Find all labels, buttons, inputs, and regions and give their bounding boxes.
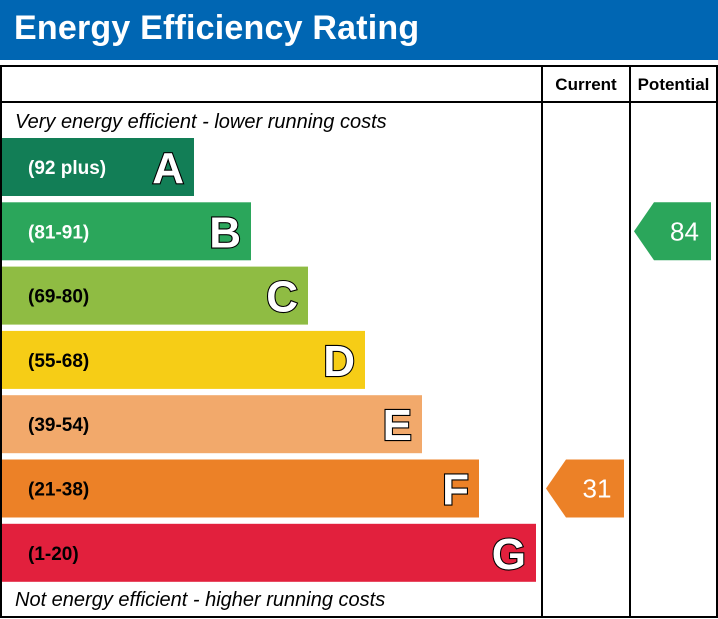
band-c: (69-80) C	[2, 266, 308, 325]
band-bar-b	[2, 202, 251, 261]
band-letter-d: D	[323, 337, 355, 386]
band-range-c: (69-80)	[28, 287, 89, 308]
potential-rating-marker: 84	[634, 202, 711, 261]
band-f: (21-38) F	[2, 459, 479, 518]
band-range-d: (55-68)	[28, 351, 89, 372]
potential-rating-arrow	[634, 202, 711, 261]
column-header-current: Current	[555, 75, 617, 94]
band-range-g: (1-20)	[28, 544, 79, 565]
band-e: (39-54) E	[2, 395, 422, 454]
band-range-b: (81-91)	[28, 222, 89, 243]
potential-rating-value: 84	[670, 216, 699, 246]
current-rating-value: 31	[583, 474, 612, 504]
band-bar-a	[2, 138, 194, 196]
band-bar-e	[2, 395, 422, 454]
chart-title: Energy Efficiency Rating	[14, 9, 420, 47]
band-range-a: (92 plus)	[28, 158, 106, 179]
rating-markers: 31 84	[546, 202, 711, 518]
band-range-e: (39-54)	[28, 415, 89, 436]
band-g: (1-20) G	[2, 523, 536, 582]
band-letter-g: G	[492, 530, 526, 579]
column-header-potential: Potential	[638, 75, 710, 94]
band-letter-f: F	[442, 466, 469, 515]
chart-frame	[0, 65, 718, 618]
band-a: (92 plus) A	[2, 138, 194, 196]
current-rating-arrow	[546, 459, 624, 518]
band-range-f: (21-38)	[28, 480, 89, 501]
band-letter-b: B	[209, 208, 241, 257]
current-rating-marker: 31	[546, 459, 624, 518]
header-bar: Energy Efficiency Rating	[0, 0, 718, 60]
band-bar-f	[2, 459, 479, 518]
rating-bands: (92 plus) A (81-91) B (69-80) C (55-68) D (39-54…	[2, 138, 536, 582]
band-d: (55-68) D	[2, 330, 365, 389]
bottom-note: Not energy efficient - higher running co…	[15, 589, 385, 611]
top-note: Very energy efficient - lower running co…	[15, 111, 387, 133]
band-letter-a: A	[152, 144, 184, 193]
band-bar-g	[2, 523, 536, 582]
band-letter-e: E	[383, 401, 412, 450]
band-letter-c: C	[266, 273, 298, 322]
frame-border	[0, 65, 718, 618]
band-bar-d	[2, 330, 365, 389]
band-b: (81-91) B	[2, 202, 251, 261]
band-bar-c	[2, 266, 308, 325]
